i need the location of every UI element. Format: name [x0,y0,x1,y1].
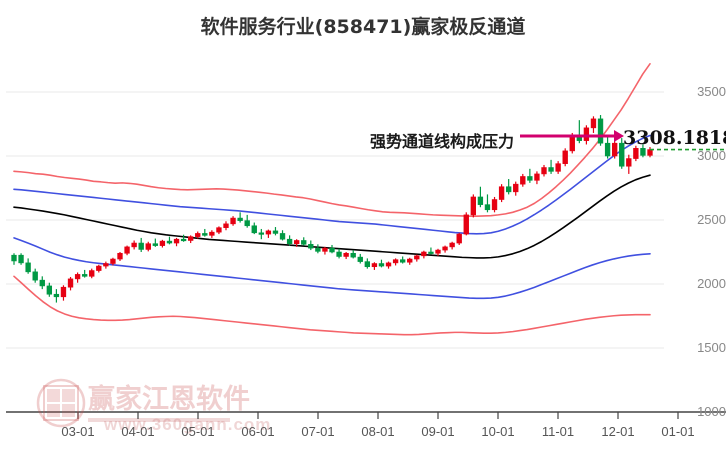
candlestick-series [11,115,653,303]
watermark-url: www.360gann.com [104,415,272,434]
x-axis [6,411,726,419]
last-price-label: 3308.1818 [623,127,726,149]
y-tick-label: 2000 [697,276,726,291]
x-tick-label: 06-01 [241,424,275,439]
x-tick-label: 10-01 [481,424,515,439]
gridlines [6,91,664,413]
annotation-arrow [520,130,624,142]
x-tick-label: 04-01 [121,424,155,439]
x-tick-label: 01-01 [661,424,695,439]
y-tick-label: 2500 [697,212,726,227]
page-title: 软件服务行业(858471)赢家极反通道 [200,16,526,38]
watermark-brand: 赢家江恩软件 [88,384,250,415]
y-tick-label: 1500 [697,340,726,355]
y-tick-label: 3500 [697,84,726,99]
y-tick-label: 1000 [697,404,726,419]
x-tick-label: 11-01 [541,424,575,439]
x-tick-label: 05-01 [181,424,215,439]
x-tick-label: 03-01 [61,424,95,439]
channel-lines [13,63,651,336]
x-tick-label: 08-01 [361,424,395,439]
x-tick-label: 12-01 [601,424,635,439]
x-tick-label: 07-01 [301,424,335,439]
x-tick-label: 09-01 [421,424,455,439]
y-tick-label: 3000 [697,148,726,163]
watermark-seal-icon [36,378,86,428]
annotation-label: 强势通道线构成压力 [370,132,515,151]
